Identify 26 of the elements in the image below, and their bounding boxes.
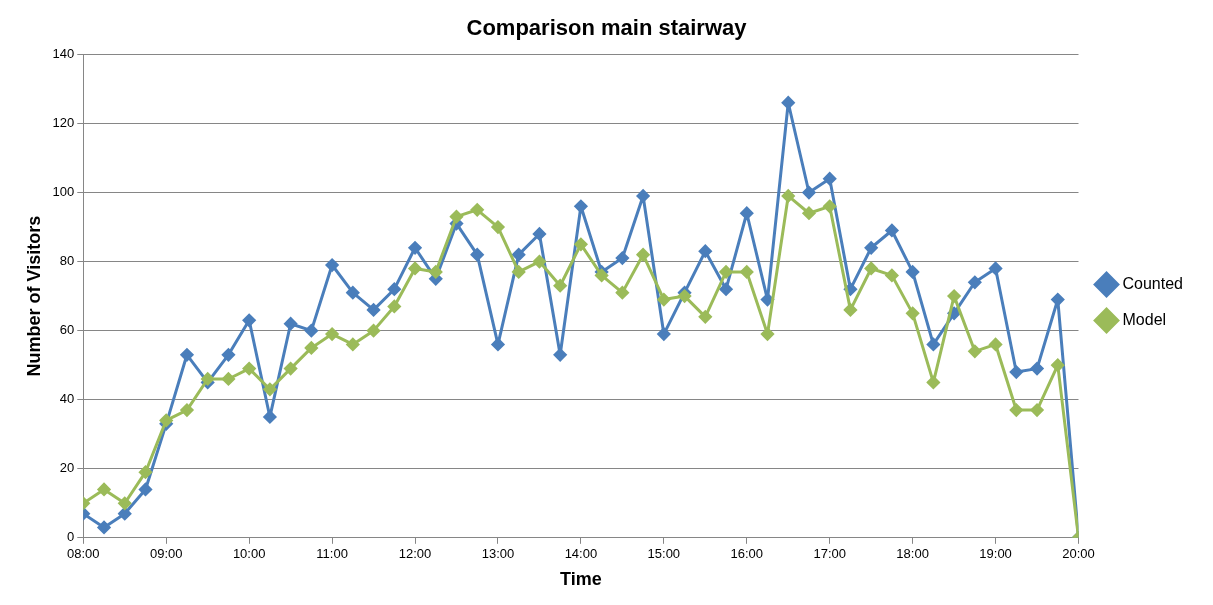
y-tick-label: 120: [52, 115, 75, 131]
x-tick-label: 10:00: [232, 546, 266, 562]
x-tick-label: 11:00: [316, 546, 348, 562]
legend-label: Counted: [1122, 274, 1184, 292]
y-tick-label: 80: [59, 253, 75, 269]
x-tick-label: 20:00: [1062, 546, 1095, 562]
x-tick-label: 16:00: [730, 546, 764, 562]
x-tick-label: 14:00: [564, 546, 598, 562]
y-tick-label: 60: [59, 322, 75, 338]
y-tick-label: 140: [52, 45, 75, 61]
y-tick-label: 100: [52, 184, 75, 200]
x-tick-label: 19:00: [979, 546, 1012, 562]
chart-title: Comparison main stairway: [466, 15, 748, 41]
x-tick-label: 12:00: [398, 546, 432, 562]
y-tick-label: 20: [59, 460, 75, 476]
x-tick-label: 08:00: [67, 546, 100, 562]
x-tick-label: 15:00: [647, 546, 681, 562]
legend-label: Model: [1122, 310, 1167, 328]
x-axis-title: Time: [560, 569, 602, 590]
x-tick-label: 18:00: [896, 546, 929, 562]
x-tick-label: 17:00: [813, 546, 846, 562]
x-tick-label: 09:00: [149, 546, 183, 562]
y-tick-label: 40: [59, 391, 75, 407]
y-axis-title: Number of Visitors: [23, 215, 44, 377]
x-tick-label: 13:00: [481, 546, 515, 562]
y-tick-label: 0: [67, 529, 75, 545]
